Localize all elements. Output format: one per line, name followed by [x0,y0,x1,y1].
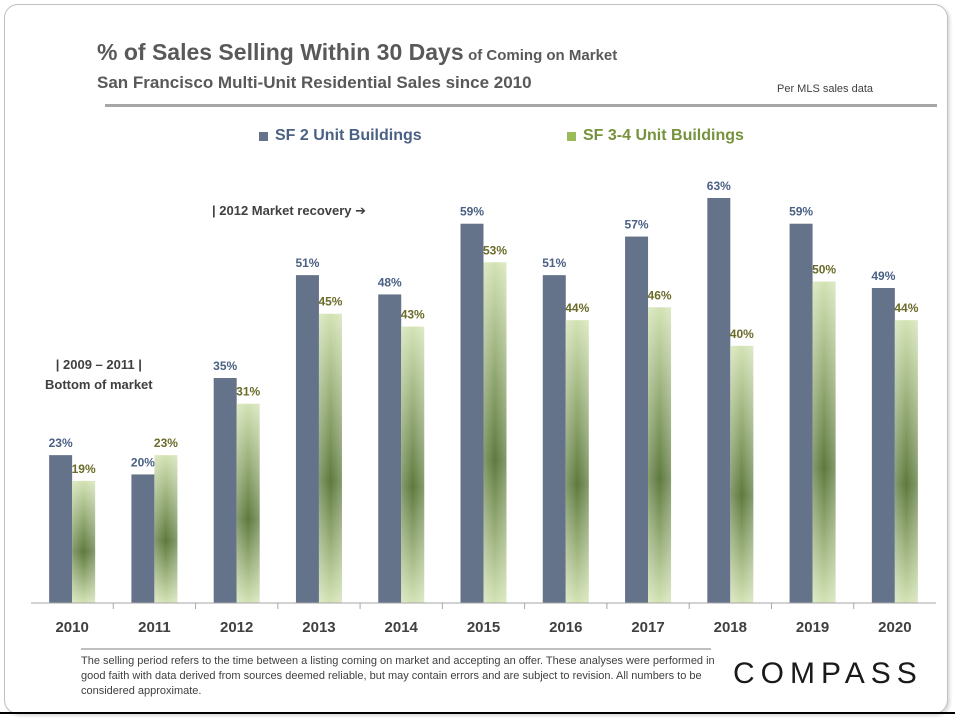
bar-series-1 [378,294,402,603]
bar-series-1 [625,236,649,604]
footnote: The selling period refers to the time be… [81,655,715,697]
bar-series-1 [789,223,813,603]
legend-label-series-2: SF 3-4 Unit Buildings [583,127,744,144]
x-tick-label: 2018 [714,619,747,636]
data-label-series-2: 46% [648,288,672,302]
bar-series-1 [49,455,73,603]
bar-series-2-sheen [154,455,178,603]
legend-swatch-series-2 [567,131,576,141]
data-label-series-2: 19% [72,462,96,476]
bar-chart: 23% 19% 20% 23% 35% 31% 51% 45% 48% 43% 59% 53% 51% 4… [31,179,936,636]
slide: % of Sales Selling Within 30 Days of Com… [4,4,948,714]
x-tick-label: 2012 [220,619,253,636]
bar-series-1 [871,288,895,603]
title-main: % of Sales Selling Within 30 Days [97,39,464,65]
bar-series-2-sheen [401,326,425,603]
data-label-series-1: 35% [213,359,237,373]
x-tick-label: 2014 [385,619,419,636]
x-tick-label: 2019 [796,619,829,636]
bar-series-2-sheen [72,480,96,603]
data-label-series-2: 44% [894,301,918,315]
bar-series-1 [707,198,731,603]
bar-series-2-sheen [236,403,260,603]
data-label-series-1: 51% [295,256,319,270]
source-note: Per MLS sales data [777,83,873,95]
x-tick-label: 2017 [631,619,664,636]
x-tick-label: 2016 [549,619,582,636]
chart-subtitle: San Francisco Multi-Unit Residential Sal… [97,73,532,92]
bar-series-2-sheen [648,307,672,603]
data-label-series-1: 49% [871,269,895,283]
annotation-market-recovery: | 2012 Market recovery ➔ [212,203,367,218]
bar-series-2-sheen [730,345,754,603]
bar-series-1 [213,378,237,603]
title-suffix: of Coming on Market [468,47,618,64]
bar-series-1 [460,223,484,603]
data-label-series-2: 40% [730,327,754,341]
data-label-series-1: 23% [49,436,73,450]
x-tick-label: 2020 [878,619,911,636]
bottom-border-line [0,712,955,714]
data-label-series-2: 53% [483,243,507,257]
bar-series-2-sheen [812,281,836,603]
chart-title: % of Sales Selling Within 30 Days of Com… [97,39,617,66]
data-label-series-1: 57% [625,218,649,232]
data-label-series-2: 50% [812,263,836,277]
data-label-series-1: 59% [789,205,813,219]
annotation-bottom-line-2: Bottom of market [45,377,153,392]
data-label-series-2: 43% [401,308,425,322]
legend-label-series-1: SF 2 Unit Buildings [275,127,422,144]
bar-series-2-sheen [565,320,589,603]
legend-item-series-1: SF 2 Unit Buildings [259,127,422,145]
data-label-series-2: 23% [154,436,178,450]
x-tick-label: 2010 [55,619,88,636]
legend-swatch-series-1 [259,131,268,141]
bar-series-1 [131,474,155,603]
compass-logo: COMPASS [733,657,923,690]
data-label-series-1: 20% [131,455,155,469]
data-label-series-1: 51% [542,256,566,270]
data-label-series-2: 44% [565,301,589,315]
data-label-series-2: 45% [318,295,342,309]
data-label-series-2: 31% [236,385,260,399]
bar-series-2-sheen [483,262,507,603]
bar-series-1 [295,275,319,603]
title-divider [105,104,937,107]
data-label-series-1: 48% [378,275,402,289]
annotation-bottom-of-market: | 2009 – 2011 | Bottom of market [45,355,153,395]
x-tick-label: 2015 [467,619,500,636]
data-label-series-1: 59% [460,205,484,219]
bar-series-2-sheen [894,320,918,603]
bar-series-2-sheen [318,313,342,603]
bar-series-1 [542,275,566,603]
data-label-series-1: 63% [707,179,731,193]
footnote-divider [81,648,711,650]
annotation-bottom-line-1: | 2009 – 2011 | [55,357,142,372]
legend-item-series-2: SF 3-4 Unit Buildings [567,127,744,145]
x-tick-label: 2013 [302,619,335,636]
x-tick-label: 2011 [138,619,171,636]
